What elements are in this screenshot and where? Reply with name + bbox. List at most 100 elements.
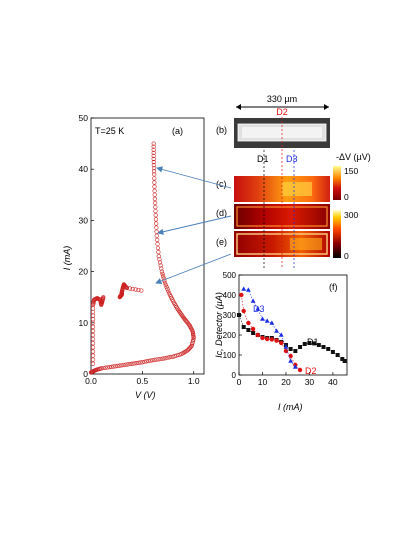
iv-point <box>153 200 158 206</box>
iv-point <box>139 288 144 293</box>
iv-point <box>157 257 162 262</box>
panel-d: (d) <box>216 204 330 229</box>
d3-point <box>283 344 289 349</box>
iv-point <box>152 196 157 201</box>
iv-point <box>150 358 155 363</box>
iv-point <box>123 362 129 367</box>
d2-point <box>274 338 279 343</box>
iv-point <box>117 363 122 368</box>
d2-point <box>239 292 244 298</box>
iv-point <box>154 225 159 230</box>
panel-a-ytick-label: 40 <box>79 164 89 174</box>
iv-point <box>152 184 157 189</box>
d1-point <box>298 345 303 349</box>
d1-point <box>293 349 298 353</box>
colorbar-top-min: 0 <box>344 192 349 202</box>
d2-point <box>255 332 260 338</box>
panel-f-xtick-label: 30 <box>305 377 315 387</box>
iv-point <box>130 286 135 292</box>
iv-point <box>151 147 156 152</box>
iv-point <box>124 285 130 291</box>
iv-point <box>90 313 96 318</box>
iv-point <box>140 360 145 365</box>
panel-a-frame <box>90 117 205 375</box>
iv-point <box>90 309 96 315</box>
iv-point <box>90 357 96 362</box>
iv-point <box>153 209 158 214</box>
iv-point <box>103 365 108 370</box>
panel-b: 330 µm (b) D2 D1 D3 <box>216 94 330 164</box>
panel-a-ytick-label: 30 <box>79 215 89 225</box>
iv-point <box>159 266 164 271</box>
iv-point <box>169 354 174 360</box>
iv-point <box>151 156 156 162</box>
panel-f-xtick-label: 10 <box>258 377 268 387</box>
panel-a-ytick-label: 0 <box>83 369 88 379</box>
panel-e-label: (e) <box>216 237 227 247</box>
d3-point <box>245 287 251 292</box>
iv-point <box>115 363 120 369</box>
d3-point <box>255 306 261 311</box>
panel-c-label: (c) <box>216 179 227 189</box>
iv-point <box>124 285 129 290</box>
iv-point <box>154 233 159 238</box>
iv-point <box>166 288 171 294</box>
iv-point <box>119 363 124 368</box>
iv-point <box>152 172 157 177</box>
iv-point <box>153 213 158 218</box>
panel-a-temperature: T=25 K <box>95 126 124 136</box>
d3-point <box>241 286 247 291</box>
map-d <box>234 204 330 229</box>
d3-point <box>269 320 275 325</box>
d1-point <box>246 328 251 332</box>
iv-point <box>99 366 104 371</box>
panel-a-ytick-label: 10 <box>79 318 89 328</box>
panel-b-label: (b) <box>216 125 227 135</box>
iv-point <box>90 337 96 342</box>
iv-point <box>132 361 137 366</box>
iv-point <box>155 237 160 242</box>
iv-point <box>142 359 147 364</box>
series-line-d1 <box>238 314 345 362</box>
iv-point <box>151 141 156 146</box>
d3-point <box>292 364 298 369</box>
d1-point <box>312 341 317 346</box>
iv-point <box>166 291 172 296</box>
d2-point <box>246 320 251 326</box>
iv-point <box>162 356 168 361</box>
panel-f-ylabel: Ic, Detector (µA) <box>214 292 224 358</box>
iv-point <box>163 282 168 288</box>
d1-point <box>326 347 331 351</box>
arrow-to-d-icon <box>157 215 232 235</box>
panel-f-xtick-label: 0 <box>237 377 242 387</box>
iv-point <box>111 364 116 369</box>
iv-point <box>160 356 166 361</box>
panel-a: (a) T=25 K V (V) I (mA) 0.0 0.5 1.0 0 10 20 3… <box>62 113 205 400</box>
d3-point <box>264 318 270 323</box>
panel-a-xticks: 0.0 0.5 1.0 <box>85 371 200 386</box>
scale-bar-right-arrow-icon <box>324 104 329 110</box>
d2-point <box>264 336 270 342</box>
panel-d-label: (d) <box>216 208 227 218</box>
panel-f-label: (f) <box>329 282 338 292</box>
iv-point <box>144 359 149 364</box>
series-line-d2 <box>241 294 301 371</box>
iv-point <box>129 361 135 366</box>
arrow-to-c-icon <box>156 166 232 189</box>
panel-f: (f) I (mA) Ic, Detector (µA) 0 10 20 30 40 0… <box>214 271 348 412</box>
iv-point <box>90 324 96 329</box>
d1-point <box>335 353 340 357</box>
iv-point <box>164 284 169 290</box>
iv-point <box>146 358 151 364</box>
panel-f-ytick-label: 200 <box>223 331 237 340</box>
iv-point <box>90 328 96 334</box>
panel-f-xlabel: I (mA) <box>278 402 303 412</box>
colorbar-bottom-max: 300 <box>344 210 358 220</box>
panel-f-ytick-label: 100 <box>223 351 237 360</box>
d2-point <box>279 340 284 346</box>
panel-a-data <box>88 141 196 375</box>
iv-point <box>154 229 159 234</box>
iv-point <box>125 362 131 367</box>
panel-a-xtick-label: 0.5 <box>136 376 148 386</box>
d1-label-top: D1 <box>257 154 269 164</box>
